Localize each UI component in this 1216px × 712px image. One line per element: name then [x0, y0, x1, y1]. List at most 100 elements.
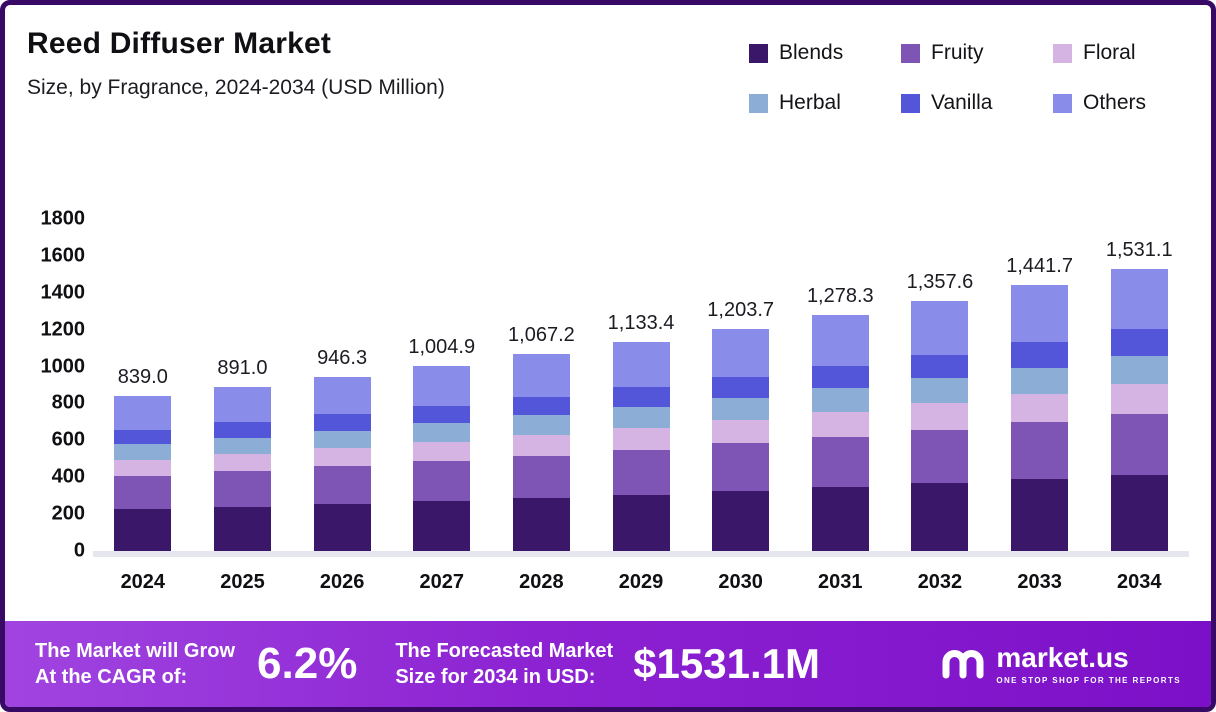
segment-others-2026	[313, 376, 371, 415]
segment-blends-2032	[911, 483, 969, 551]
segment-others-2024	[114, 396, 172, 430]
bar-total-label-2029: 1,133.4	[607, 312, 675, 335]
segment-vanilla-2032	[911, 354, 969, 379]
bar-column-2034: 1,531.1	[1089, 219, 1189, 551]
chart-body: 0 200 400 600 800 1000 1200 1400 1600 1800 839.0 8…	[21, 208, 1189, 562]
segment-herbal-2028	[512, 415, 570, 435]
segment-vanilla-2026	[313, 414, 371, 431]
segment-floral-2033	[1011, 394, 1069, 423]
bars: 839.0 891.0 946.3 1,004.9 1,067.2 1,133.4 1,20…	[93, 219, 1189, 551]
segment-herbal-2026	[313, 430, 371, 449]
bar-2027	[413, 365, 471, 551]
segment-vanilla-2028	[512, 396, 570, 416]
y-tick-0: 0	[73, 539, 85, 562]
segment-others-2025	[213, 386, 271, 423]
legend-item-others: Others	[1053, 91, 1173, 115]
segment-others-2029	[612, 342, 670, 388]
bar-total-label-2024: 839.0	[117, 366, 168, 389]
bar-2026	[313, 376, 371, 551]
forecast-label: The Forecasted Market Size for 2034 in U…	[395, 638, 613, 690]
segment-blends-2026	[313, 503, 371, 551]
floral-swatch-icon	[1053, 43, 1072, 63]
segment-floral-2027	[413, 441, 471, 462]
bar-column-2026: 946.3	[292, 219, 392, 551]
segment-floral-2030	[712, 420, 770, 444]
segment-vanilla-2024	[114, 429, 172, 445]
y-tick-1600: 1600	[40, 244, 86, 267]
segment-blends-2034	[1110, 474, 1168, 551]
legend-item-vanilla: Vanilla	[901, 91, 1053, 115]
bar-column-2033: 1,441.7	[990, 219, 1090, 551]
x-label-2030: 2030	[718, 571, 763, 593]
segment-fruity-2031	[811, 436, 869, 488]
segment-others-2031	[811, 315, 869, 366]
legend-item-blends: Blends	[749, 41, 901, 65]
segment-floral-2025	[213, 454, 271, 472]
segment-herbal-2030	[712, 397, 770, 421]
segment-floral-2034	[1110, 384, 1168, 415]
x-label-2027: 2027	[419, 571, 464, 593]
segment-blends-2024	[114, 509, 172, 551]
y-tick-1200: 1200	[40, 318, 86, 341]
bar-column-2025: 891.0	[193, 219, 293, 551]
segment-fruity-2030	[712, 443, 770, 492]
segment-vanilla-2031	[811, 365, 869, 389]
segment-blends-2027	[413, 501, 471, 551]
forecast-value: $1531.1M	[633, 640, 821, 687]
bar-2025	[213, 386, 271, 551]
x-label-2034: 2034	[1116, 571, 1162, 593]
segment-herbal-2031	[811, 388, 869, 412]
page-title: Reed Diffuser Market	[27, 27, 332, 60]
segment-blends-2031	[811, 487, 869, 551]
bar-column-2032: 1,357.6	[890, 219, 990, 551]
bar-column-2028: 1,067.2	[492, 219, 592, 551]
segment-others-2030	[712, 329, 770, 377]
bottom-banner: The Market will Grow At the CAGR of: 6.2…	[5, 621, 1211, 707]
bar-column-2024: 839.0	[93, 219, 193, 551]
segment-vanilla-2033	[1011, 342, 1069, 368]
segment-others-2032	[911, 300, 969, 355]
legend-label: Fruity	[931, 41, 984, 64]
bar-total-label-2025: 891.0	[217, 356, 268, 379]
y-axis: 0 200 400 600 800 1000 1200 1400 1600 1800	[21, 208, 93, 562]
brand-text: market.us ONE STOP SHOP FOR THE REPORTS	[996, 641, 1181, 685]
x-label-2032: 2032	[917, 571, 963, 593]
bar-total-label-2031: 1,278.3	[806, 285, 874, 308]
legend-item-herbal: Herbal	[749, 91, 901, 115]
bar-total-label-2032: 1,357.6	[906, 270, 974, 293]
segment-fruity-2033	[1011, 422, 1069, 480]
fruity-swatch-icon	[901, 43, 920, 63]
cagr-value: 6.2%	[257, 639, 358, 688]
segment-vanilla-2025	[213, 422, 271, 438]
segment-fruity-2034	[1110, 414, 1168, 475]
segment-herbal-2033	[1011, 367, 1069, 395]
vanilla-swatch-icon	[901, 93, 920, 113]
segment-vanilla-2030	[712, 376, 770, 398]
page-subtitle: Size, by Fragrance, 2024-2034 (USD Milli…	[27, 76, 445, 99]
y-tick-200: 200	[51, 502, 85, 525]
segment-floral-2032	[911, 403, 969, 430]
bar-2030	[712, 329, 770, 551]
bar-total-label-2034: 1,531.1	[1105, 238, 1173, 261]
segment-fruity-2024	[114, 475, 172, 510]
bar-2033	[1011, 285, 1069, 551]
segment-floral-2029	[612, 427, 670, 450]
bar-column-2027: 1,004.9	[392, 219, 492, 551]
brand-name: market.us	[996, 641, 1129, 673]
legend-label: Vanilla	[931, 91, 993, 114]
bar-total-label-2028: 1,067.2	[508, 324, 575, 347]
marketus-brand: market.us ONE STOP SHOP FOR THE REPORTS	[938, 640, 1181, 688]
chart: 0 200 400 600 800 1000 1200 1400 1600 1800 839.0 8…	[21, 208, 1189, 594]
segment-floral-2031	[811, 411, 869, 437]
bar-2024	[114, 396, 172, 551]
bar-column-2029: 1,133.4	[591, 219, 691, 551]
segment-blends-2028	[512, 497, 570, 551]
segment-fruity-2029	[612, 449, 670, 495]
bar-column-2030: 1,203.7	[691, 219, 791, 551]
bar-2029	[612, 342, 670, 551]
segment-fruity-2028	[512, 455, 570, 498]
segment-vanilla-2034	[1110, 329, 1168, 357]
legend-label: Others	[1083, 91, 1147, 114]
y-tick-800: 800	[51, 391, 85, 414]
